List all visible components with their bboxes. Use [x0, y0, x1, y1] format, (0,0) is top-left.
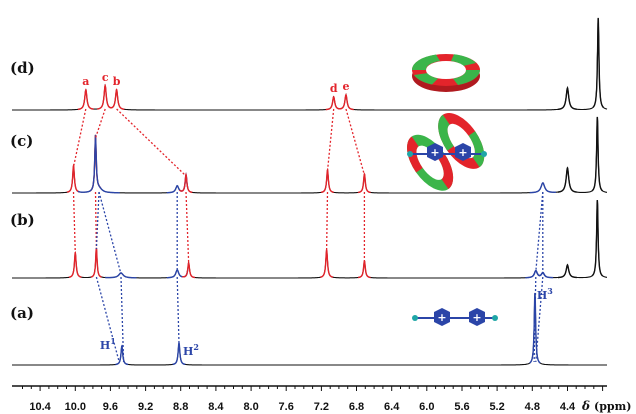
series-label-d: (d): [10, 59, 35, 77]
correlation-red-5: [72, 191, 76, 255]
svg-text:+: +: [430, 146, 439, 159]
x-axis-unit: (ppm): [594, 400, 631, 413]
peak-1-2: [77, 134, 120, 194]
spectrum-line-2: [12, 202, 607, 279]
correlation-red-7: [185, 191, 190, 265]
peak-0-5: [557, 85, 577, 111]
x-tick-label: 9.6: [103, 401, 118, 413]
x-tick-label: 7.2: [314, 401, 329, 413]
rotaxane-complex-icon: + +: [407, 112, 487, 191]
series-label-a: (a): [10, 304, 34, 322]
x-tick-label: 7.6: [279, 401, 294, 413]
peak-3-1: [172, 340, 186, 366]
peak-0-6: [592, 17, 604, 108]
peak-2-10: [591, 199, 604, 277]
peak-label-h3: H3: [537, 286, 553, 302]
peak-2-2: [105, 272, 137, 279]
x-tick-label: 8.4: [208, 401, 224, 413]
correlation-red-2: [116, 108, 187, 177]
svg-text:+: +: [472, 311, 481, 324]
peak-label-c: c: [102, 71, 109, 84]
x-tick-label: 5.6: [454, 401, 469, 413]
x-tick-label: 6.8: [349, 401, 364, 413]
peak-2-4: [182, 261, 196, 279]
correlation-red-0: [72, 108, 87, 168]
peak-0-2: [108, 88, 125, 111]
x-tick-label: 10.0: [65, 401, 86, 413]
peak-1-6: [357, 172, 371, 194]
peak-label-h2: H2: [183, 342, 199, 358]
peak-0-4: [337, 93, 354, 111]
peak-3-0: [115, 344, 129, 366]
x-tick-label: 6.4: [384, 401, 400, 413]
x-tick-label: 4.4: [560, 401, 576, 413]
peak-1-0: [66, 163, 80, 193]
peak-3-2: [529, 292, 541, 364]
peak-2-9: [558, 263, 577, 279]
correlation-lines-layer: [72, 108, 544, 363]
macrocycle-ring-icon: [411, 54, 481, 92]
spectrum-line-1: [12, 119, 607, 194]
peak-0-0: [77, 88, 94, 111]
correlation-red-4: [345, 108, 366, 176]
peak-label-a: a: [82, 75, 89, 88]
peak-0-1: [97, 83, 114, 110]
peak-1-7: [529, 182, 556, 194]
svg-text:+: +: [437, 311, 446, 324]
peak-label-b: b: [113, 75, 121, 88]
series-label-c: (c): [10, 132, 33, 150]
correlation-blue-1: [98, 191, 122, 275]
peak-2-1: [90, 247, 102, 278]
spectrum-line-0: [12, 22, 608, 111]
x-tick-label: 8.0: [243, 401, 258, 413]
x-tick-label: 5.2: [489, 401, 504, 413]
peak-0-3: [325, 95, 342, 111]
peak-1-5: [320, 167, 334, 194]
x-axis: 10.4 10.0 9.6 9.2 8.8 8.4 8.0 7.6 7.2 6.8 6.4 6.0 5.…: [12, 385, 607, 413]
peak-1-8: [557, 166, 577, 193]
x-tick-label: 4.8: [525, 401, 540, 413]
peak-2-0: [68, 250, 82, 278]
peak-label-d: d: [330, 82, 338, 95]
x-axis-symbol: δ: [581, 399, 590, 413]
series-label-b: (b): [10, 211, 35, 229]
peak-label-e: e: [343, 80, 350, 93]
correlation-red-6: [94, 191, 98, 250]
correlation-blue-0: [95, 191, 100, 250]
correlation-blue-5: [176, 276, 180, 345]
correlation-red-1: [94, 108, 106, 139]
correlation-red-8: [325, 191, 329, 252]
correlation-red-3: [326, 108, 335, 172]
peak-labels-layer: a c b d e H1 H2 H3: [82, 71, 553, 358]
peak-2-6: [357, 259, 371, 279]
guest-axle-icon: + +: [412, 308, 498, 326]
peak-2-5: [320, 247, 334, 278]
svg-text:+: +: [458, 146, 467, 159]
x-tick-label: 10.4: [29, 401, 51, 413]
correlation-blue-2: [95, 276, 120, 363]
spectra-layer: [12, 17, 608, 366]
spectrum-line-3: [12, 293, 607, 366]
peak-1-4: [179, 172, 193, 194]
peak-1-9: [591, 116, 604, 192]
x-tick-label: 9.2: [138, 401, 153, 413]
x-tick-label: 6.0: [419, 401, 434, 413]
x-tick-label: 8.8: [173, 401, 188, 413]
peak-label-h1: H1: [100, 336, 116, 352]
correlation-blue-6: [535, 191, 544, 273]
